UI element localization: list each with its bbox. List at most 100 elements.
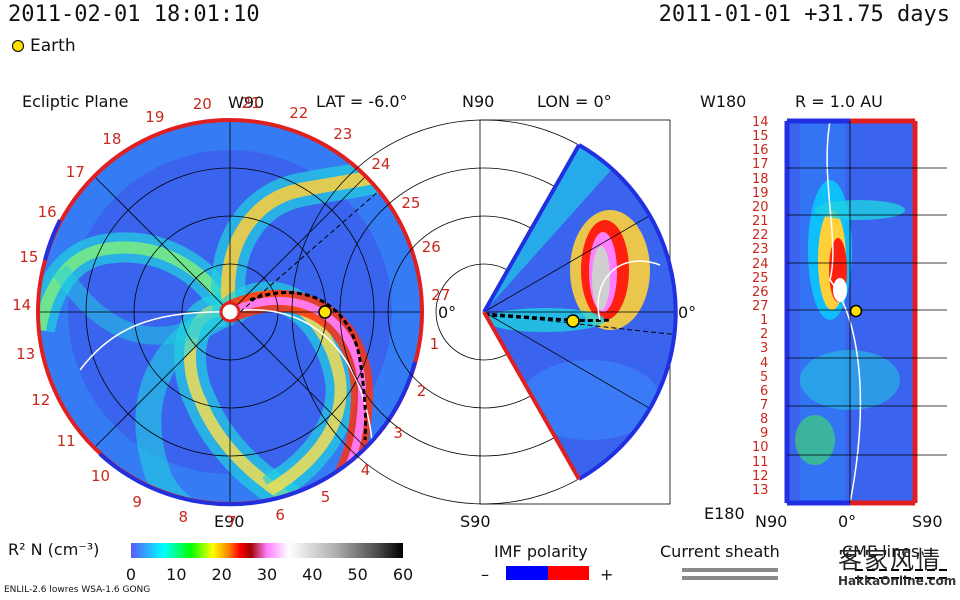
radial-row-label: 24 — [752, 256, 769, 272]
rotation-label: 22 — [289, 104, 309, 123]
sheath-swatch — [682, 568, 778, 572]
watermark-cjk: 客家风情 — [838, 546, 942, 574]
rotation-label: 1 — [429, 334, 440, 353]
radial-x-n90: N90 — [755, 512, 788, 531]
radial-row-label: 13 — [752, 482, 769, 498]
radial-row-label: 22 — [752, 228, 769, 244]
rotation-label: 19 — [145, 107, 165, 126]
radial-row-label: 5 — [760, 369, 769, 385]
rotation-label: 12 — [31, 390, 51, 409]
meridional-lon: LON = 0° — [537, 92, 612, 111]
radial-row-label: 7 — [760, 398, 769, 413]
colorbar-label: R² N (cm⁻³) — [8, 540, 100, 559]
earth-icon — [12, 40, 24, 52]
radial-row-label: 3 — [760, 341, 769, 357]
radial-r: R = 1.0 AU — [795, 92, 883, 111]
ecliptic-right-label: 0° — [438, 303, 457, 322]
rotation-label: 18 — [102, 130, 122, 149]
radial-row-label: 18 — [752, 171, 769, 187]
colorbar-tick: 50 — [347, 565, 368, 584]
radial-x-s90: S90 — [912, 512, 943, 531]
rotation-label: 6 — [275, 506, 285, 525]
meridional-top-label: N90 — [462, 92, 495, 111]
imf-plus: + — [600, 565, 614, 584]
radial-row-label: 9 — [760, 426, 769, 442]
radial-row-label: 27 — [752, 298, 769, 314]
radial-row-label: 1 — [760, 313, 769, 329]
rotation-label: 5 — [320, 488, 331, 507]
rotation-label: 10 — [90, 467, 111, 486]
radial-row-label: 6 — [760, 383, 769, 399]
rotation-label: 16 — [37, 202, 57, 221]
radial-row-label: 23 — [752, 242, 769, 258]
radial-row-label: 14 — [752, 115, 769, 130]
rotation-label: 11 — [56, 432, 76, 451]
colorbar-tick: 40 — [302, 565, 323, 584]
colorbar — [131, 543, 403, 558]
imf-title: IMF polarity — [494, 542, 588, 561]
colorbar-tick: 60 — [392, 565, 414, 584]
radial-row-label: 12 — [752, 468, 769, 484]
radial-x-0: 0° — [838, 512, 857, 531]
radial-row-label: 26 — [752, 284, 769, 300]
earth-legend-label: Earth — [30, 36, 76, 56]
radial-row-label: 4 — [760, 355, 769, 371]
rotation-label: 14 — [12, 295, 32, 314]
radial-row-label: 8 — [760, 412, 769, 428]
radial-row-label: 16 — [752, 143, 769, 159]
rotation-label: 20 — [192, 95, 212, 114]
imf-minus: – — [481, 565, 489, 584]
radial-row-label: 2 — [760, 327, 769, 343]
rotation-label: 4 — [360, 460, 371, 479]
radial-bottom-label: E180 — [704, 504, 745, 523]
rotation-label: 17 — [65, 162, 85, 181]
rotation-label: 2 — [416, 381, 427, 400]
imf-negative-swatch — [506, 566, 548, 580]
ecliptic-lat: LAT = -6.0° — [316, 92, 408, 111]
rotation-label: 23 — [333, 124, 353, 143]
rotation-label: 7 — [227, 512, 237, 531]
colorbar-tick: 30 — [256, 565, 278, 584]
colorbar-tick: 20 — [211, 565, 232, 584]
rotation-label: 9 — [132, 492, 142, 511]
timestamp: 2011-02-01 18:01:10 — [8, 2, 260, 27]
radial-row-label: 10 — [752, 440, 769, 456]
earth-marker-ecliptic — [318, 305, 332, 319]
colorbar-tick: 10 — [166, 565, 187, 584]
radial-row-label: 20 — [752, 199, 769, 215]
footer: ENLIL-2.6 lowres WSA-1.6 GONG — [4, 585, 151, 595]
imf-positive-swatch — [548, 566, 589, 580]
meridional-right-label: 0° — [678, 303, 697, 322]
rotation-label: 13 — [16, 344, 36, 363]
radial-row-label: 15 — [752, 129, 769, 145]
radial-row-label: 19 — [752, 185, 769, 201]
rotation-label: 8 — [178, 508, 189, 527]
ecliptic-bottom-label: E90 — [214, 512, 245, 531]
radial-top-label: W180 — [700, 92, 747, 111]
colorbar-tick: 0 — [125, 565, 137, 584]
cme-title: CME lines — [842, 542, 920, 561]
ecliptic-top-label: W90 — [228, 93, 265, 112]
radial-row-label: 21 — [752, 214, 769, 230]
meridional-bottom-label: S90 — [460, 512, 491, 531]
elapsed-time: 2011-01-01 +31.75 days — [658, 2, 950, 27]
radial-row-label: 17 — [752, 157, 769, 173]
earth-marker-radial — [849, 304, 863, 318]
earth-marker-meridional — [566, 314, 580, 328]
rotation-label: 21 — [241, 93, 261, 112]
earth-legend: Earth — [12, 36, 76, 56]
sheath-title: Current sheath — [660, 542, 780, 561]
radial-row-label: 11 — [752, 454, 769, 470]
sun-icon — [219, 301, 241, 323]
radial-plot — [784, 118, 947, 506]
rotation-label: 15 — [19, 247, 39, 266]
rotation-label: 3 — [393, 424, 403, 443]
rotation-label: 27 — [431, 285, 451, 304]
radial-row-label: 25 — [752, 270, 769, 286]
rotation-label: 24 — [371, 155, 391, 174]
rotation-label: 25 — [401, 193, 421, 212]
rotation-label: 26 — [421, 238, 441, 257]
ecliptic-title: Ecliptic Plane — [22, 92, 129, 111]
watermark: HakkaOnline.com — [838, 574, 957, 588]
